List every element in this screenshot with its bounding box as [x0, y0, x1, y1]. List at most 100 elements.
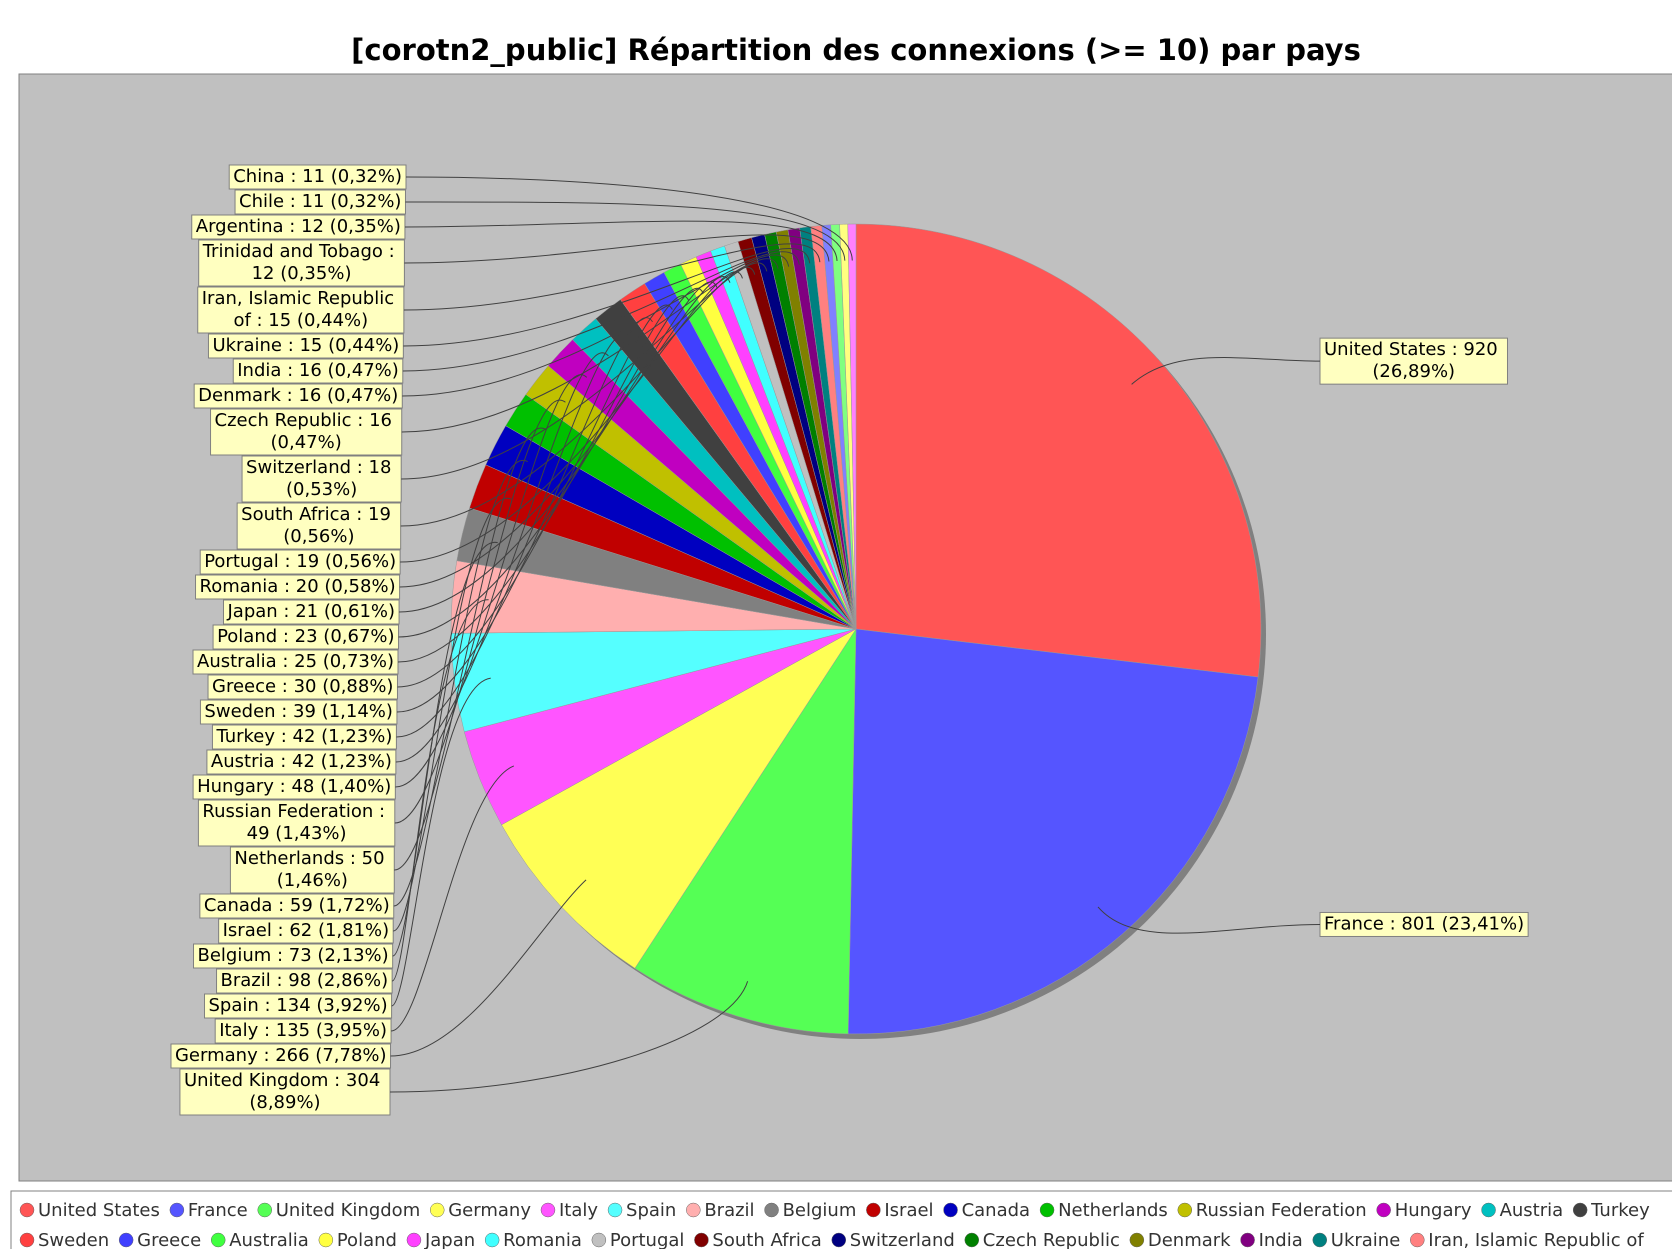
- legend-marker: [694, 1232, 709, 1248]
- slice-label-group: Switzerland : 18 (0,53%): [241, 455, 402, 503]
- slice-label: Canada : 59 (1,72%): [204, 895, 390, 916]
- legend-item: India: [1240, 1230, 1303, 1249]
- legend-marker: [1376, 1202, 1391, 1218]
- legend-label: India: [1259, 1230, 1303, 1249]
- legend-item: Portugal: [591, 1230, 685, 1249]
- slice-label-group: Argentina : 12 (0,35%): [191, 214, 406, 240]
- slice-label-group: Belgium : 73 (2,13%): [193, 943, 394, 969]
- slice-label-group: Denmark : 16 (0,47%): [193, 383, 403, 409]
- pie-slice: [501, 628, 857, 969]
- legend-label: Portugal: [610, 1230, 685, 1249]
- legend-label: Italy: [559, 1200, 598, 1221]
- slice-label: Chile : 11 (0,32%): [239, 191, 401, 212]
- slice-label-box: [192, 774, 396, 800]
- slice-label: Australia : 25 (0,73%): [197, 651, 394, 672]
- slice-label-group: India : 16 (0,47%): [232, 358, 404, 384]
- legend-marker: [1129, 1232, 1145, 1248]
- legend-item: Spain: [607, 1200, 676, 1221]
- legend-marker: [118, 1232, 134, 1248]
- slice-label: Netherlands : 50 (1,46%): [234, 848, 390, 891]
- legend-marker: [169, 1202, 185, 1218]
- legend-label: Switzerland: [850, 1230, 955, 1249]
- label-link: [395, 374, 588, 788]
- legend-label: Japan: [424, 1230, 475, 1249]
- legend-item: Switzerland: [831, 1230, 955, 1249]
- legend-label: Germany: [448, 1200, 531, 1221]
- legend-label: Austria: [1500, 1200, 1564, 1221]
- slice-label-box: [199, 893, 395, 919]
- legend-label: Belgium: [783, 1200, 857, 1221]
- legend-item: Belgium: [764, 1200, 857, 1221]
- slice-label: Ukraine : 15 (0,44%): [212, 335, 399, 356]
- legend-item: Ukraine: [1312, 1230, 1401, 1249]
- slice-label-box: [193, 383, 403, 409]
- slice-label-box: [236, 502, 402, 550]
- legend-label: South Africa: [712, 1230, 821, 1249]
- legend-item: Iran, Islamic Republic of: [1410, 1230, 1644, 1249]
- slice-label: Russian Federation : 49 (1,43%): [202, 801, 390, 844]
- legend-item: Sweden: [19, 1230, 109, 1249]
- label-link: [1131, 357, 1321, 385]
- slice-label-group: Australia : 25 (0,73%): [192, 649, 399, 675]
- legend-item: Italy: [540, 1200, 598, 1221]
- label-link: [404, 234, 830, 264]
- slice-label-box: [170, 1043, 392, 1069]
- slice-label-group: Iran, Islamic Republic of : 15 (0,44%): [197, 286, 405, 334]
- legend-label: Denmark: [1148, 1230, 1231, 1249]
- slice-label: Hungary : 48 (1,40%): [197, 776, 391, 797]
- legend-item: Brazil: [686, 1200, 755, 1221]
- slice-label-group: Ukraine : 15 (0,44%): [207, 333, 404, 359]
- legend-label: France: [188, 1200, 248, 1221]
- label-link: [394, 399, 566, 824]
- slice-label: Trinidad and Tobago : 12 (0,35%): [202, 241, 401, 284]
- slice-label-group: Israel : 62 (1,81%): [218, 918, 394, 944]
- slice-label: Denmark : 16 (0,47%): [198, 385, 398, 406]
- legend-label: Ukraine: [1331, 1230, 1401, 1249]
- slice-label-box: [1319, 911, 1529, 937]
- slice-label-group: Sweden : 39 (1,14%): [199, 699, 398, 725]
- legend-label: Canada: [962, 1200, 1031, 1221]
- legend-item: France: [169, 1200, 248, 1221]
- legend-item: Hungary: [1376, 1200, 1472, 1221]
- slice-label-box: [234, 189, 406, 215]
- label-link: [403, 248, 811, 347]
- legend-label: Russian Federation: [1196, 1200, 1367, 1221]
- label-link: [403, 243, 821, 311]
- label-link: [389, 981, 749, 1093]
- legend-label: United Kingdom: [276, 1200, 420, 1221]
- legend-item: United States: [19, 1200, 160, 1221]
- legend-item: Australia: [210, 1230, 309, 1249]
- slice-label-group: Italy : 135 (3,95%): [214, 1018, 392, 1044]
- legend-label: Poland: [337, 1230, 397, 1249]
- label-link: [399, 281, 718, 613]
- slice-label-group: United Kingdom : 304 (8,89%): [179, 1068, 391, 1116]
- legend-marker: [591, 1232, 607, 1248]
- label-link: [401, 258, 779, 433]
- label-link: [405, 201, 846, 261]
- legend-item: Austria: [1481, 1200, 1564, 1221]
- legend-marker: [686, 1202, 701, 1218]
- slice-label: Iran, Islamic Republic of : 15 (0,44%): [202, 288, 400, 331]
- legend-marker: [257, 1202, 272, 1218]
- slice-label: Greece : 30 (0,88%): [212, 676, 393, 697]
- slice-label-box: [191, 214, 406, 240]
- slice-label-group: Japan : 21 (0,61%): [222, 599, 400, 625]
- legend-item: Netherlands: [1039, 1200, 1168, 1221]
- slice-label-group: Hungary : 48 (1,40%): [192, 774, 396, 800]
- slice-label: Sweden : 39 (1,14%): [204, 701, 393, 722]
- legend-marker: [1039, 1202, 1055, 1218]
- slice-label: Argentina : 12 (0,35%): [196, 216, 401, 237]
- legend-label: Iran, Islamic Republic of: [1428, 1230, 1644, 1249]
- slice-label-box: [211, 724, 397, 750]
- legend-item: Israel: [866, 1200, 934, 1221]
- legend-marker: [1177, 1202, 1193, 1218]
- slice-label: Czech Republic : 16 (0,47%): [215, 410, 398, 453]
- label-link: [393, 498, 512, 932]
- slice-label-box: [218, 918, 394, 944]
- slice-label-group: Russian Federation : 49 (1,43%): [197, 799, 396, 847]
- slice-label-group: Portugal : 19 (0,56%): [199, 549, 401, 575]
- pie-slice: [634, 628, 857, 1035]
- legend-marker: [607, 1202, 623, 1218]
- legend-item: Turkey: [1572, 1200, 1650, 1221]
